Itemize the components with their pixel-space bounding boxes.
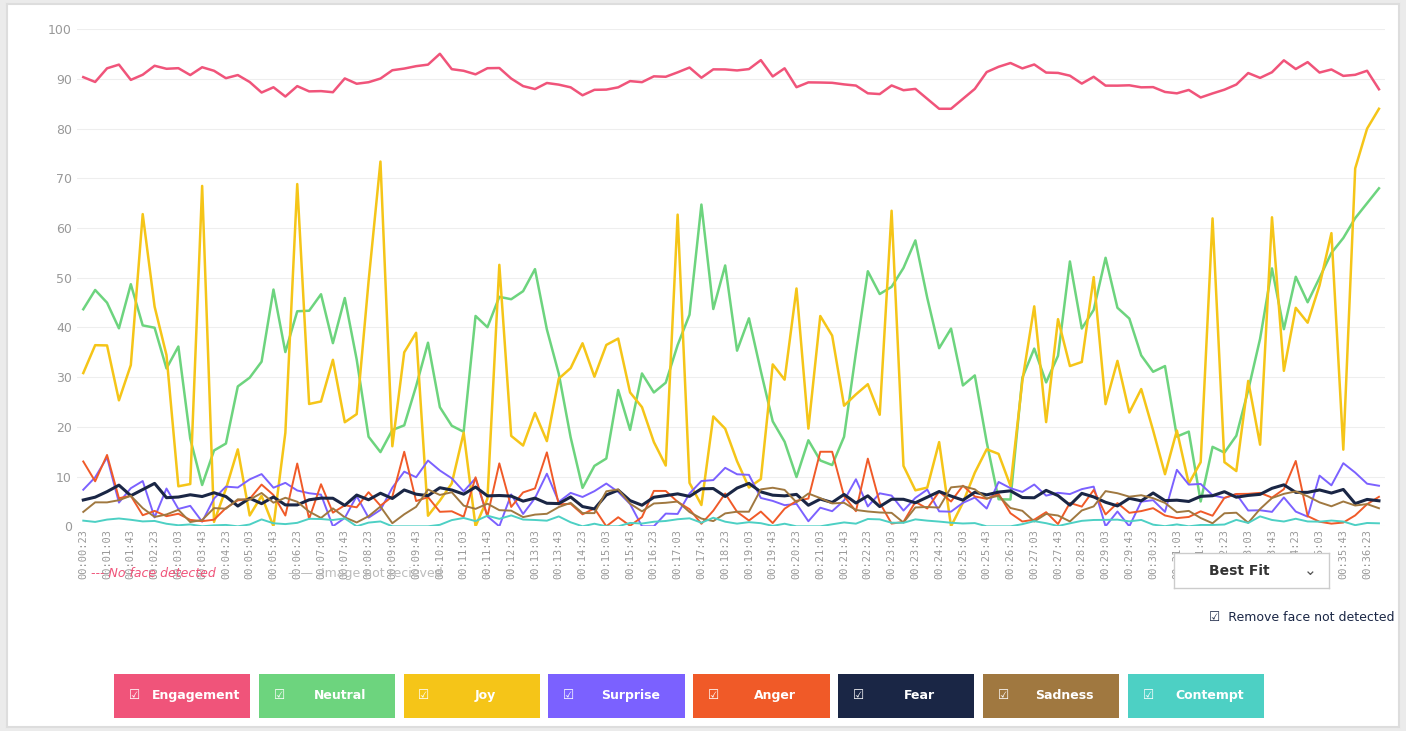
- Text: Contempt: Contempt: [1175, 689, 1244, 702]
- Text: ☑  Remove face not detected: ☑ Remove face not detected: [1209, 611, 1395, 624]
- Text: ☑: ☑: [129, 689, 141, 702]
- Text: Fear: Fear: [904, 689, 935, 702]
- Text: ☑: ☑: [419, 689, 430, 702]
- Text: Surprise: Surprise: [600, 689, 659, 702]
- Text: Anger: Anger: [754, 689, 796, 702]
- Text: ⌄: ⌄: [1303, 564, 1316, 578]
- Text: --- No face detected: --- No face detected: [91, 567, 217, 580]
- Text: ☑: ☑: [274, 689, 285, 702]
- Text: ☑: ☑: [564, 689, 575, 702]
- Text: ☑: ☑: [709, 689, 720, 702]
- Text: ——  Image not recieved: —— Image not recieved: [288, 567, 443, 580]
- Text: Sadness: Sadness: [1035, 689, 1094, 702]
- Text: ☑: ☑: [998, 689, 1010, 702]
- Text: Best Fit: Best Fit: [1209, 564, 1270, 578]
- Text: Joy: Joy: [475, 689, 496, 702]
- Text: Neutral: Neutral: [315, 689, 367, 702]
- Text: ☑: ☑: [853, 689, 865, 702]
- Text: Engagement: Engagement: [152, 689, 240, 702]
- Text: ☑: ☑: [1143, 689, 1154, 702]
